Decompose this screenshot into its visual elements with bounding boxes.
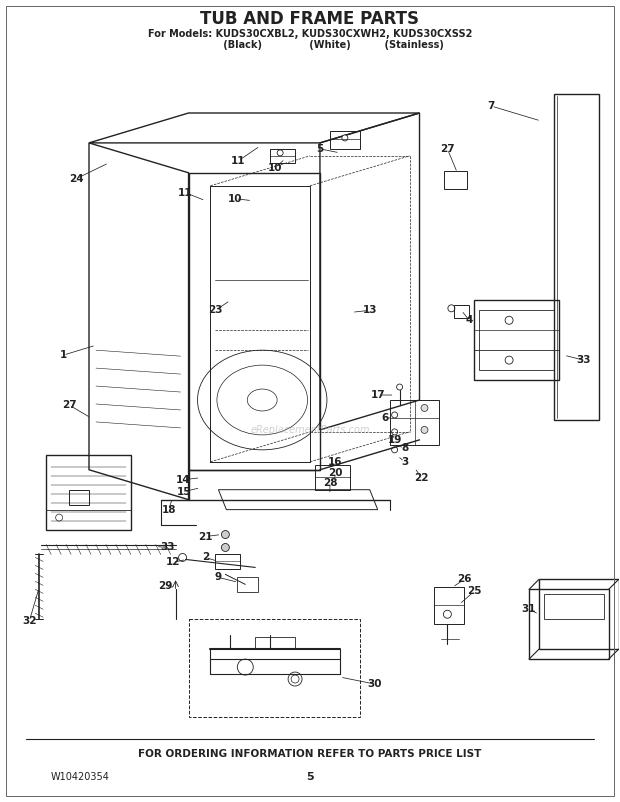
Text: 17: 17 — [370, 390, 385, 400]
Text: eReplacementParts.com: eReplacementParts.com — [250, 425, 370, 435]
Text: TUB AND FRAME PARTS: TUB AND FRAME PARTS — [200, 10, 420, 28]
Circle shape — [277, 150, 283, 156]
Circle shape — [392, 447, 397, 453]
Text: 3: 3 — [401, 457, 408, 467]
Text: 2: 2 — [202, 553, 209, 562]
Text: 27: 27 — [440, 144, 454, 154]
Text: 26: 26 — [457, 574, 472, 585]
Text: 16: 16 — [327, 457, 342, 467]
Text: 32: 32 — [22, 616, 37, 626]
Circle shape — [342, 135, 348, 141]
Text: 1: 1 — [60, 350, 67, 360]
Text: FOR ORDERING INFORMATION REFER TO PARTS PRICE LIST: FOR ORDERING INFORMATION REFER TO PARTS … — [138, 749, 482, 759]
Text: 30: 30 — [368, 679, 382, 689]
Text: 21: 21 — [198, 532, 213, 541]
Text: 25: 25 — [467, 586, 482, 597]
Text: 33: 33 — [577, 355, 591, 365]
Text: 14: 14 — [176, 475, 191, 484]
Text: 23: 23 — [208, 306, 223, 315]
Text: 12: 12 — [166, 557, 180, 568]
Circle shape — [392, 412, 397, 418]
Text: 5: 5 — [316, 144, 324, 154]
Text: 8: 8 — [401, 443, 408, 453]
Text: 11: 11 — [231, 156, 246, 166]
Text: 9: 9 — [215, 573, 222, 582]
Text: 20: 20 — [327, 468, 342, 478]
Text: 4: 4 — [466, 315, 473, 326]
Text: 5: 5 — [306, 772, 314, 782]
Circle shape — [397, 384, 402, 390]
Text: 29: 29 — [159, 581, 173, 591]
Text: 10: 10 — [228, 194, 242, 204]
Text: 33: 33 — [161, 542, 175, 553]
Text: 27: 27 — [62, 400, 76, 410]
Text: 6: 6 — [381, 413, 388, 423]
Circle shape — [421, 404, 428, 411]
Text: 7: 7 — [487, 101, 495, 111]
Circle shape — [221, 531, 229, 538]
Circle shape — [392, 429, 397, 435]
Text: 11: 11 — [179, 188, 193, 198]
Text: 18: 18 — [161, 504, 176, 515]
Text: (Black)              (White)          (Stainless): (Black) (White) (Stainless) — [176, 40, 444, 51]
Text: 10: 10 — [268, 163, 282, 172]
Text: 13: 13 — [363, 306, 377, 315]
Text: For Models: KUDS30CXBL2, KUDS30CXWH2, KUDS30CXSS2: For Models: KUDS30CXBL2, KUDS30CXWH2, KU… — [148, 30, 472, 39]
Text: 15: 15 — [176, 487, 191, 496]
Text: 22: 22 — [414, 472, 429, 483]
Text: 24: 24 — [69, 174, 83, 184]
Text: 19: 19 — [388, 435, 402, 445]
Circle shape — [221, 544, 229, 552]
Text: 28: 28 — [322, 478, 337, 488]
Text: W10420354: W10420354 — [51, 772, 110, 782]
Text: 31: 31 — [522, 604, 536, 614]
Circle shape — [421, 427, 428, 433]
